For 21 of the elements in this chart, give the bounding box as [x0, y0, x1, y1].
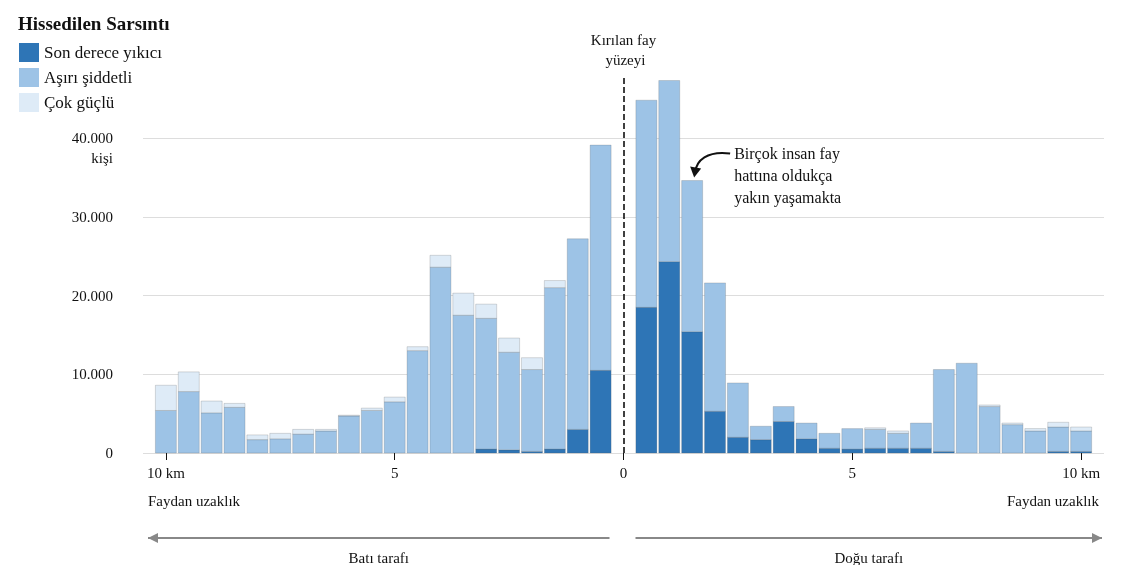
x-tick-label: 5: [848, 464, 857, 481]
annotation: Birçok insan fay hattına oldukça yakın yaşamakta: [734, 145, 844, 208]
text: Doğu tarafı: [834, 549, 904, 566]
legend-label: Çok güçlü: [44, 93, 115, 112]
y-axis-title: kişi: [91, 149, 113, 166]
legend-label: Aşırı şiddetli: [44, 68, 133, 87]
y-tick-label: 0: [105, 445, 113, 461]
text: Faydan uzaklık: [1006, 492, 1100, 509]
x-tick-label: 10 km: [146, 464, 186, 481]
legend-label: Son derece yıkıcı: [44, 43, 163, 62]
legend-title: Hissedilen Sarsıntı: [18, 13, 170, 34]
x-tick-label: 0: [619, 464, 628, 481]
x-axis-title: Faydan uzaklık: [148, 492, 241, 509]
text: Batı tarafı: [348, 549, 409, 566]
y-tick-label: 40.000: [71, 130, 113, 146]
x-tick-label: 10 km: [1062, 464, 1101, 481]
ref-line-label: Kırılan fay yüzeyi: [590, 32, 657, 68]
x-tick-label: 5: [390, 464, 399, 481]
y-tick-label: 10.000: [71, 366, 113, 383]
y-tick-label: 20.000: [71, 287, 113, 304]
y-tick-label: 30.000: [71, 208, 113, 225]
